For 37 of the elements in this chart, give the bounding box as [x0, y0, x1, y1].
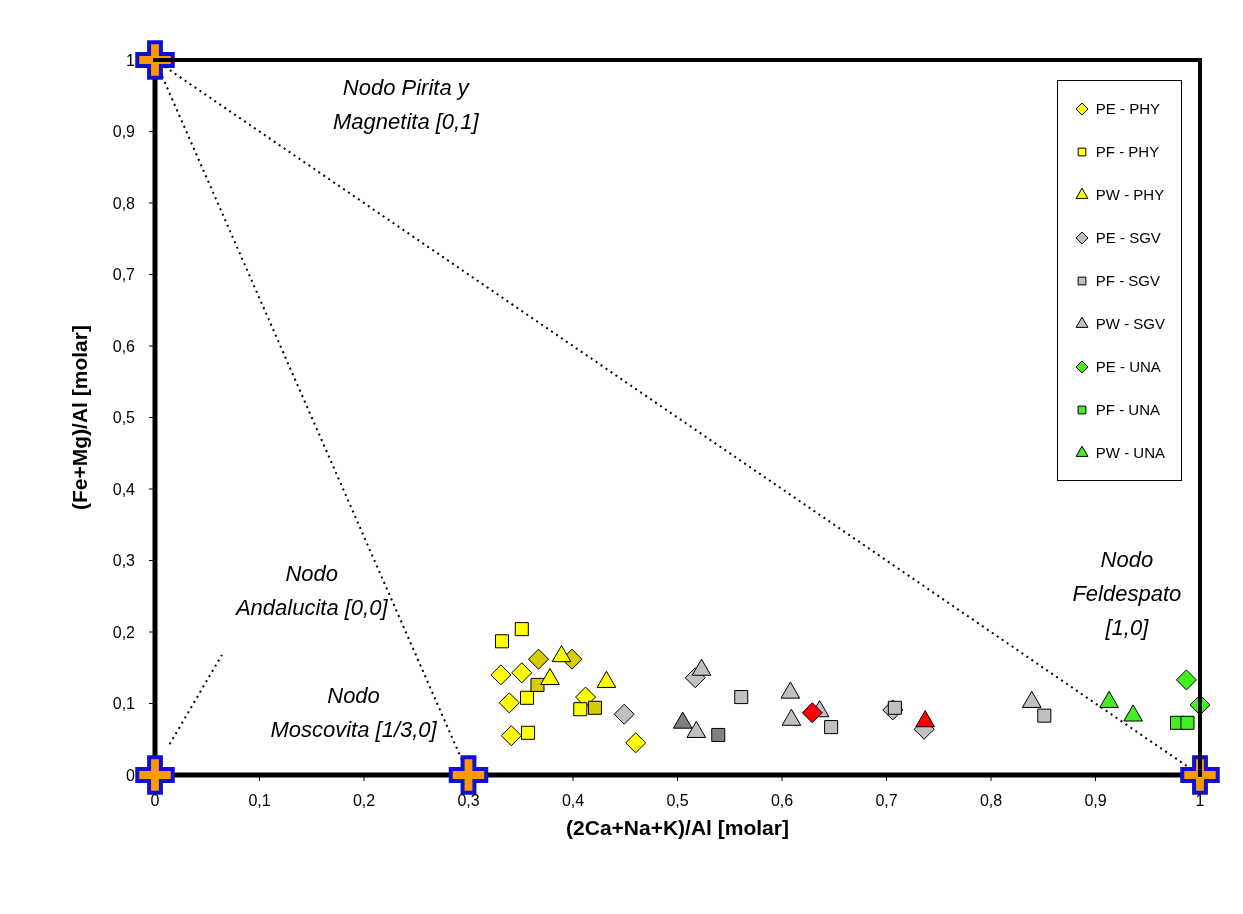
x-tick-label: 0,4 — [561, 792, 585, 810]
y-tick-label: 0,4 — [112, 480, 136, 498]
y-tick-label: 0,9 — [112, 123, 136, 141]
y-tick-label: 0,5 — [112, 409, 136, 427]
y-tick-label: 0,1 — [112, 695, 136, 713]
legend-label: PF - UNA — [1095, 401, 1160, 418]
x-tick-label: 1 — [1195, 792, 1205, 810]
legend-label: PF - SGV — [1095, 272, 1161, 289]
x-tick-label: 0,9 — [1084, 792, 1107, 810]
legend-label: PE - PHY — [1095, 100, 1161, 117]
x-tick-label: 0,3 — [457, 792, 480, 810]
legend-label: PE - UNA — [1095, 358, 1161, 375]
legend-label: PE - SGV — [1095, 229, 1161, 246]
y-tick-label: 0,7 — [112, 266, 136, 284]
y-tick-label: 1 — [126, 51, 136, 69]
legend-label: PW - SGV — [1095, 315, 1165, 332]
y-tick-label: 0 — [126, 766, 136, 784]
x-tick-label: 0,8 — [979, 792, 1003, 810]
legend-label: PF - PHY — [1095, 143, 1160, 160]
y-tick-label: 0,3 — [112, 552, 136, 570]
annotation: Nodo Pirita y Magnetita [0,1] — [332, 73, 480, 136]
annotation: Nodo Andalucita [0,0] — [234, 559, 389, 622]
annotation: Nodo Feldespato [1,0] — [1071, 545, 1183, 642]
y-tick-label: 0,2 — [112, 623, 136, 641]
x-tick-label: 0,1 — [248, 792, 271, 810]
annotation: Nodo Moscovita [1/3,0] — [269, 681, 438, 744]
y-axis-title: (Fe+Mg)/Al [molar] — [68, 325, 92, 510]
x-tick-label: 0 — [150, 792, 160, 810]
x-tick-label: 0,6 — [770, 792, 794, 810]
x-tick-label: 0,7 — [875, 792, 898, 810]
legend-label: PW - PHY — [1095, 186, 1165, 203]
y-tick-label: 0,6 — [112, 337, 136, 355]
y-tick-label: 0,8 — [112, 194, 136, 212]
x-tick-label: 0,5 — [666, 792, 689, 810]
legend-label: PW - UNA — [1095, 444, 1165, 461]
x-axis-title: (2Ca+Na+K)/Al [molar] — [566, 816, 789, 839]
x-tick-label: 0,2 — [352, 792, 376, 810]
